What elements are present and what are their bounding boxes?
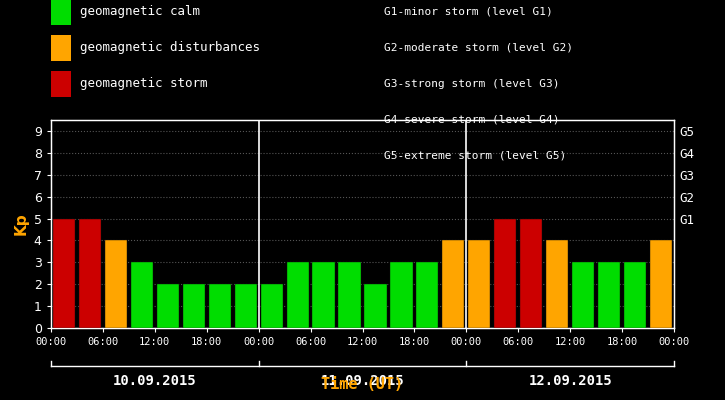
Bar xyxy=(442,240,465,328)
Bar xyxy=(53,218,75,328)
Text: G3-strong storm (level G3): G3-strong storm (level G3) xyxy=(384,79,560,89)
Bar xyxy=(468,240,490,328)
Text: G1-minor storm (level G1): G1-minor storm (level G1) xyxy=(384,7,553,17)
Bar xyxy=(572,262,594,328)
Text: 12.09.2015: 12.09.2015 xyxy=(529,374,612,388)
Bar xyxy=(104,240,127,328)
Bar xyxy=(494,218,516,328)
Text: geomagnetic storm: geomagnetic storm xyxy=(80,78,207,90)
Text: 10.09.2015: 10.09.2015 xyxy=(113,374,196,388)
Bar xyxy=(235,284,257,328)
Bar xyxy=(157,284,178,328)
Text: G4-severe storm (level G4): G4-severe storm (level G4) xyxy=(384,115,560,125)
Text: 11.09.2015: 11.09.2015 xyxy=(320,374,405,388)
Bar xyxy=(260,284,283,328)
Text: geomagnetic disturbances: geomagnetic disturbances xyxy=(80,42,260,54)
Bar xyxy=(391,262,413,328)
Bar xyxy=(547,240,568,328)
Bar xyxy=(183,284,204,328)
Bar xyxy=(209,284,231,328)
Text: Time (UT): Time (UT) xyxy=(321,377,404,392)
Text: geomagnetic calm: geomagnetic calm xyxy=(80,6,200,18)
Bar xyxy=(624,262,646,328)
Bar xyxy=(521,218,542,328)
Y-axis label: Kp: Kp xyxy=(13,213,28,235)
Text: G2-moderate storm (level G2): G2-moderate storm (level G2) xyxy=(384,43,573,53)
Bar xyxy=(598,262,621,328)
Bar xyxy=(339,262,360,328)
Bar xyxy=(650,240,672,328)
Bar xyxy=(130,262,153,328)
Text: G5-extreme storm (level G5): G5-extreme storm (level G5) xyxy=(384,151,566,161)
Bar xyxy=(365,284,386,328)
Bar xyxy=(416,262,439,328)
Bar xyxy=(286,262,309,328)
Bar xyxy=(79,218,101,328)
Bar xyxy=(312,262,334,328)
